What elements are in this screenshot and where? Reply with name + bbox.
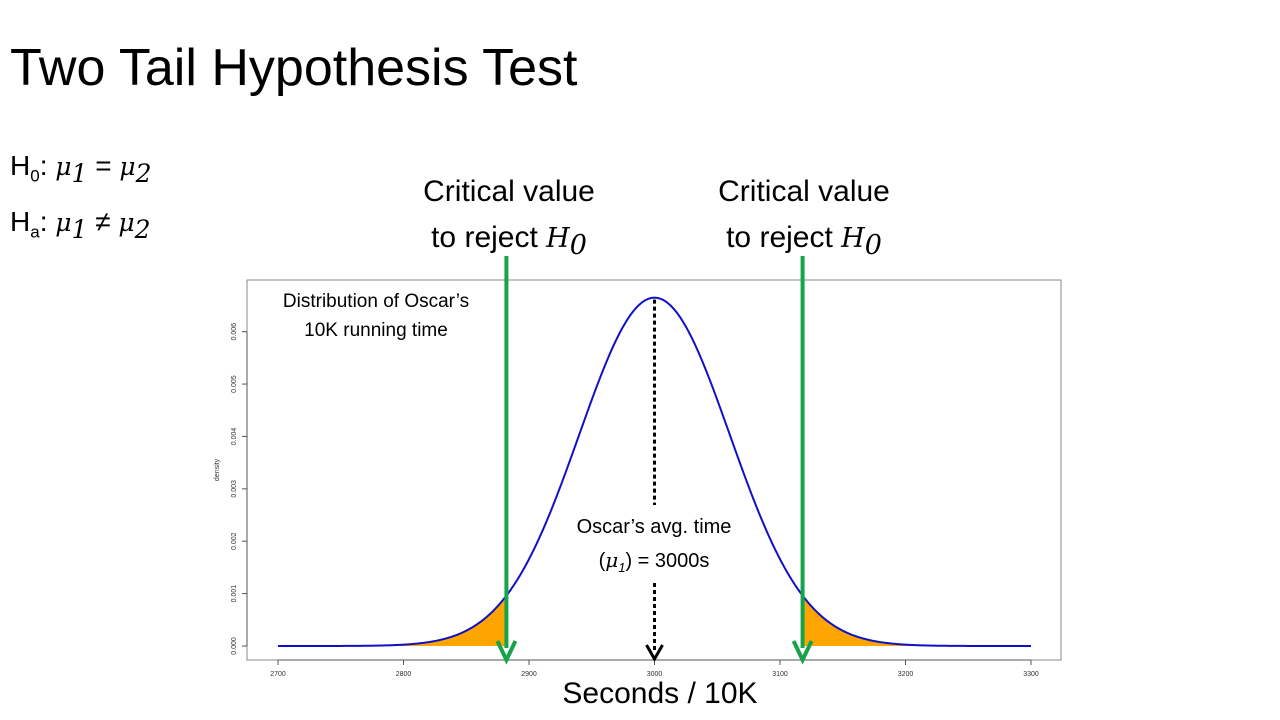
ha-rhs-sub: 2 [134,214,151,244]
slide-title: Two Tail Hypothesis Test [10,39,578,97]
h0-rhs-sub: 2 [135,158,152,188]
critical-left-sub: 0 [569,230,587,261]
ha-subscript: a [30,222,40,242]
critical-right-line1: Critical value [718,175,890,208]
density-curve [278,296,1031,647]
y-tick-label: 0.003 [231,480,238,498]
alternative-hypothesis: Ha: μ1 ≠ μ2 [10,205,151,250]
x-tick-label: 2900 [521,671,537,678]
y-tick-label: 0.004 [231,428,238,446]
h0-letter: H [10,150,31,181]
critical-left-line2: to reject [431,221,538,254]
ha-lhs-symbol: μ [55,208,72,237]
ha-rhs-symbol: μ [118,208,135,237]
critical-right-line2: to reject [726,221,833,254]
null-hypothesis: H0: μ1 = μ2 [10,149,152,194]
distribution-annotation-line2: 10K running time [304,320,448,341]
ha-letter: H [10,206,31,237]
left-tail-area [278,595,507,646]
h0-subscript: 0 [30,166,40,186]
mean-symbol: μ [605,548,618,572]
x-tick-label: 3100 [772,671,788,678]
critical-left-line1: Critical value [423,175,595,208]
h0-rhs-symbol: μ [119,152,136,181]
mean-rest: ) = 3000s [625,550,709,572]
y-tick-label: 0.006 [231,323,238,341]
ha-lhs-sub: 1 [71,214,88,244]
mean-arrow-head [645,644,664,663]
x-tick-label: 3200 [898,671,914,678]
h0-operator: = [95,150,112,181]
critical-right-sub: 0 [864,230,882,261]
x-axis-title: Seconds / 10K [562,677,758,710]
y-tick-label: 0.005 [231,375,238,393]
x-tick-label: 3000 [647,671,663,678]
h0-lhs-symbol: μ [55,152,72,181]
distribution-annotation-line1: Distribution of Oscar’s [283,291,469,312]
mean-annotation-line2: (μ1) = 3000s [599,548,710,575]
critical-label-left: Critical value to reject H0 [389,169,629,271]
x-tick-label: 2700 [270,671,286,678]
y-tick-label: 0.002 [231,532,238,550]
y-tick-label: 0.000 [231,637,238,655]
x-tick-label: 3300 [1023,671,1039,678]
x-tick-label: 2800 [396,671,412,678]
y-axis-label: density [214,458,221,481]
critical-label-right: Critical value to reject H0 [684,169,924,271]
ha-colon: : [39,206,48,237]
mean-open-paren: ( [599,550,606,572]
ha-operator: ≠ [95,206,111,237]
y-tick-label: 0.001 [231,585,238,603]
critical-arrow-right [791,640,814,665]
h0-lhs-sub: 1 [71,158,88,188]
right-tail-area [802,595,1031,646]
critical-arrow-left [495,640,518,665]
h0-colon: : [39,150,48,181]
critical-right-symbol: H [841,223,865,254]
mean-annotation-line1: Oscar’s avg. time [577,516,732,538]
mean-symbol-sub: 1 [618,560,625,575]
critical-left-symbol: H [546,223,570,254]
